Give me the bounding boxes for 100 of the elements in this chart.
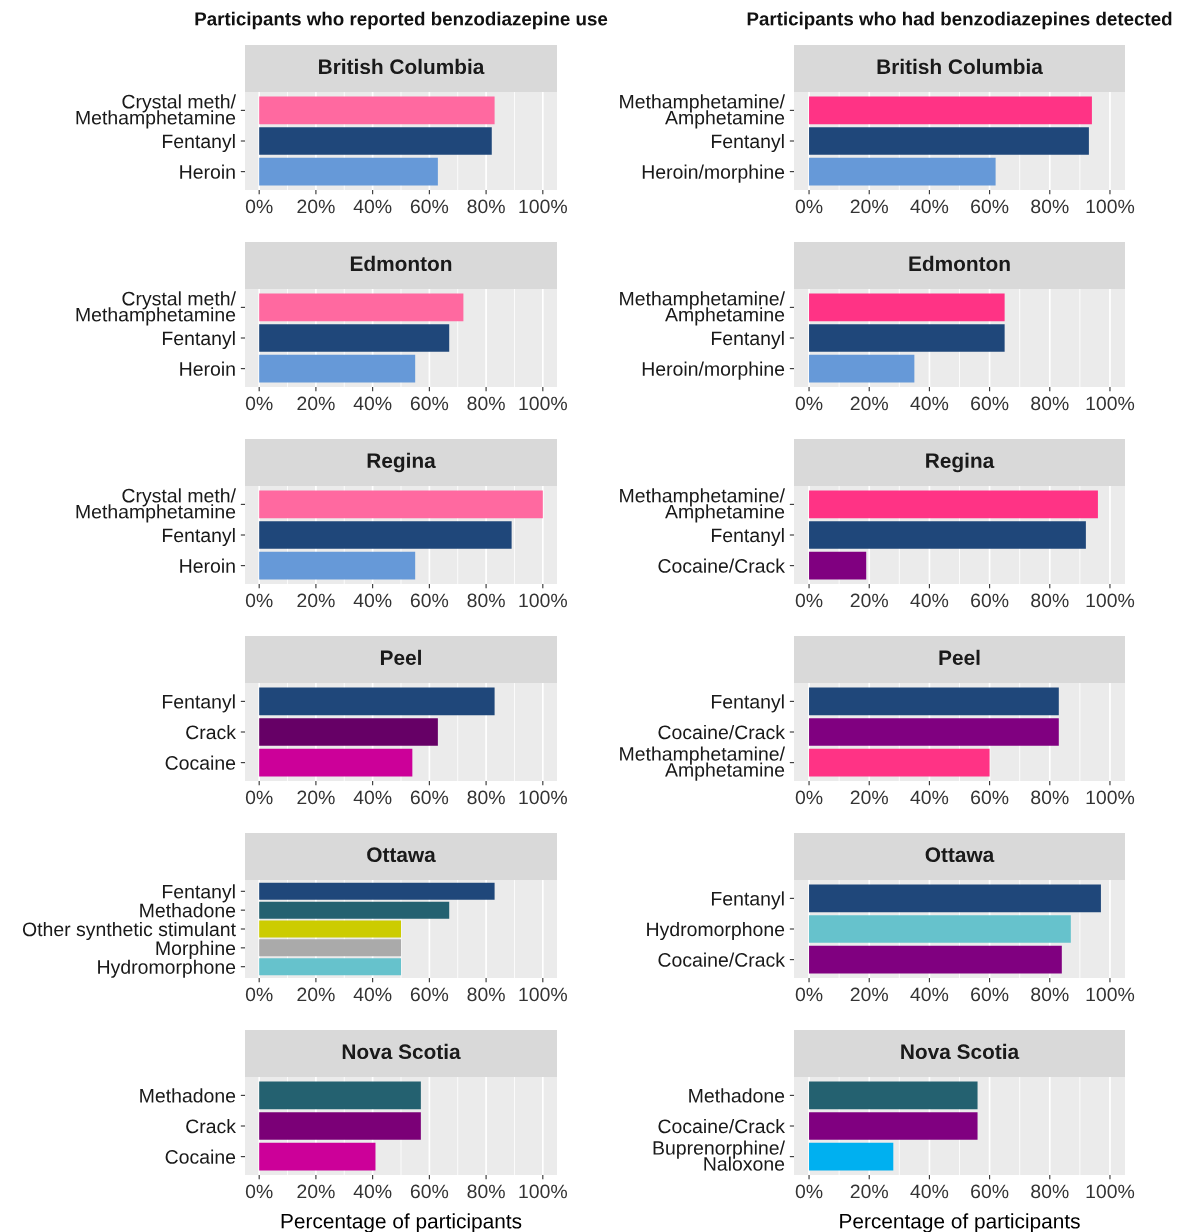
y-tick-label: Methamphetamine/ Amphetamine [620, 94, 785, 129]
bar [809, 945, 1062, 974]
text: Participants who reported benzodiazepine use [195, 11, 608, 30]
x-tick-label: 80% [467, 593, 505, 608]
y-tick-label: Heroin [180, 164, 235, 179]
y-tick-label: Other synthetic stimulant [22, 921, 236, 941]
x-tick-label: 40% [910, 790, 949, 805]
bar [259, 958, 401, 976]
x-tick-label: 80% [1031, 199, 1069, 214]
y-tick-label: Methadone [140, 1088, 236, 1103]
bar [259, 324, 450, 352]
chart-title: Edmonton [909, 255, 1010, 272]
x-tick-label: 20% [297, 593, 335, 608]
x-tick-label: 20% [297, 199, 335, 214]
x-tick-label: 100% [1086, 396, 1135, 411]
x-tick-label: 40% [910, 593, 949, 608]
bar [809, 551, 867, 580]
x-tick-label: 60% [410, 1184, 449, 1199]
chart-title: Regina [367, 452, 436, 473]
bar [259, 901, 450, 919]
x-tick-label: 40% [353, 593, 392, 608]
x-tick-label: 40% [353, 396, 392, 411]
x-tick-label: 80% [467, 199, 505, 214]
y-tick-label: Heroin/morphine [642, 361, 785, 380]
y-tick-label: Fentanyl [162, 133, 235, 153]
y-tick-label: Crystal meth/ Methamphetamine [76, 291, 236, 326]
x-tick-label: 100% [519, 1184, 567, 1199]
x-tick-label: 20% [850, 593, 888, 608]
bar [259, 354, 416, 383]
x-tick-label: 100% [519, 199, 567, 214]
chart-title: Peel [939, 649, 980, 666]
y-tick-label: Fentanyl [711, 527, 784, 547]
bar [809, 915, 1071, 943]
x-tick-label: 20% [297, 396, 335, 411]
bar [259, 920, 401, 938]
y-tick-label: Cocaine [165, 1149, 236, 1164]
x-tick-label: 20% [297, 790, 335, 805]
x-tick-label: 60% [971, 396, 1009, 411]
x-tick-label: 60% [410, 593, 449, 608]
x-tick-label: 80% [1031, 790, 1069, 805]
y-tick-label: Methamphetamine/ Amphetamine [620, 291, 785, 326]
x-tick-label: 0% [795, 199, 823, 214]
bar [809, 884, 1101, 913]
bar [809, 521, 1086, 549]
x-tick-label: 80% [1031, 593, 1069, 608]
x-tick-label: 40% [910, 396, 949, 411]
x-tick-label: 20% [850, 1184, 888, 1199]
x-tick-label: 0% [245, 396, 273, 411]
x-tick-label: 0% [245, 593, 273, 608]
y-tick-label: Methadone [140, 903, 236, 918]
x-axis-title: Percentage of participants [840, 1213, 1080, 1232]
x-tick-label: 0% [795, 396, 823, 411]
y-tick-label: Hydromorphone [98, 959, 236, 978]
x-tick-label: 100% [1086, 790, 1135, 805]
bar [259, 551, 416, 580]
x-tick-label: 100% [1086, 1184, 1135, 1199]
x-tick-label: 20% [850, 987, 888, 1002]
x-tick-label: 40% [910, 1184, 949, 1199]
y-tick-label: Hydromorphone [647, 921, 785, 941]
x-tick-label: 100% [519, 790, 567, 805]
x-tick-label: 60% [410, 199, 449, 214]
x-tick-label: 20% [850, 790, 888, 805]
x-tick-label: 100% [519, 987, 567, 1002]
x-tick-label: 40% [353, 1184, 392, 1199]
y-tick-label: Cocaine/Crack [658, 1118, 786, 1134]
y-tick-label: Morphine [156, 940, 236, 959]
x-tick-label: 80% [467, 1184, 505, 1199]
chart-title: Ottawa [925, 847, 995, 863]
x-tick-label: 60% [971, 1184, 1009, 1199]
bar [809, 157, 996, 186]
bar [259, 718, 438, 746]
y-tick-label: Fentanyl [711, 133, 784, 153]
x-tick-label: 40% [353, 987, 392, 1002]
bar [259, 748, 413, 777]
y-tick-label: Buprenorphine/ Naloxone [653, 1140, 785, 1171]
chart-title: British Columbia [319, 58, 485, 75]
y-tick-label: Cocaine/Crack [658, 724, 786, 740]
y-tick-label: Methadone [689, 1088, 785, 1103]
chart-title: Nova Scotia [901, 1043, 1020, 1060]
bar [259, 939, 401, 957]
x-tick-label: 0% [245, 1184, 273, 1199]
bar [259, 687, 495, 716]
y-tick-label: Cocaine/Crack [658, 558, 786, 573]
text: Participants who had benzodiazepines detected [747, 11, 1172, 30]
y-tick-label: Crystal meth/ Methamphetamine [76, 94, 236, 129]
y-tick-label: Heroin [180, 361, 235, 376]
chart-title: British Columbia [877, 58, 1043, 75]
x-tick-label: 60% [971, 593, 1009, 608]
x-tick-label: 0% [245, 987, 273, 1002]
x-tick-label: 80% [1031, 396, 1069, 411]
bar [259, 490, 543, 519]
chart-title: Nova Scotia [342, 1043, 461, 1060]
x-tick-label: 100% [519, 593, 567, 608]
x-tick-label: 0% [795, 1184, 823, 1199]
bar [259, 96, 495, 125]
x-tick-label: 80% [467, 987, 505, 1002]
x-tick-label: 0% [795, 987, 823, 1002]
x-tick-label: 20% [850, 199, 888, 214]
x-tick-label: 60% [410, 396, 449, 411]
bar [259, 157, 438, 186]
